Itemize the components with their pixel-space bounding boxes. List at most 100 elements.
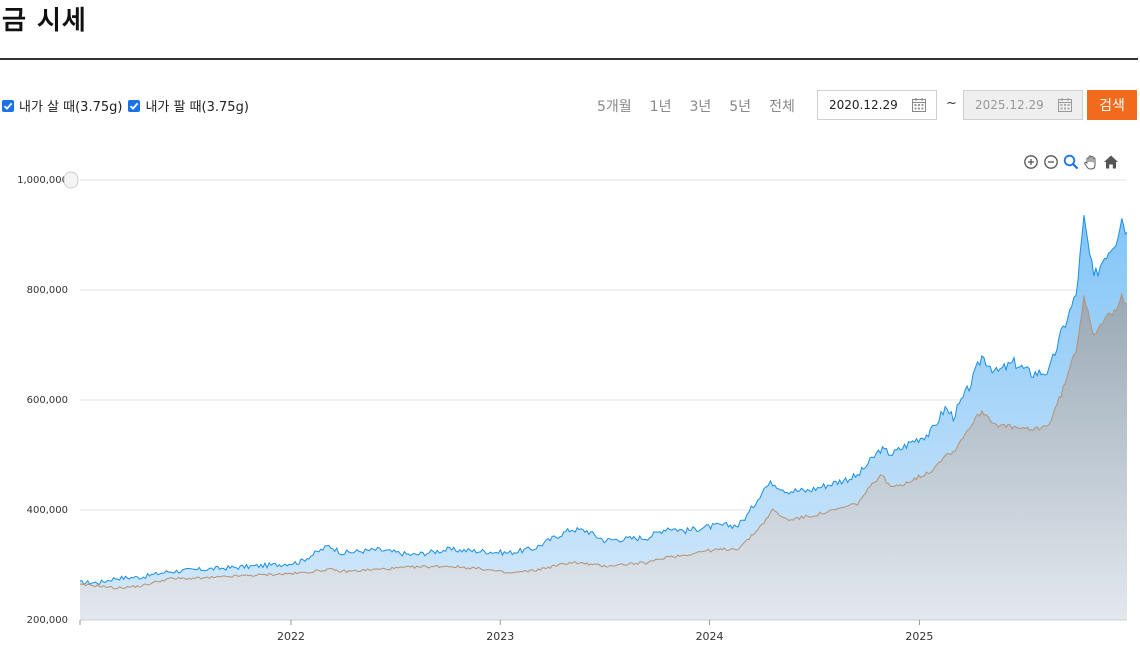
sell-data-point (763, 521, 766, 524)
buy-data-point (327, 544, 330, 547)
sell-data-point (995, 423, 998, 426)
y-tick-label: 600,000 (27, 395, 68, 406)
sell-price-line (79, 292, 1127, 590)
sell-data-point (585, 562, 588, 565)
buy-data-point (237, 566, 240, 569)
period-5-months[interactable]: 5개월 (597, 99, 632, 115)
buy-data-point (929, 432, 932, 435)
sell-data-point (1126, 302, 1129, 305)
y-tick-label: 800,000 (27, 285, 68, 296)
sell-data-point (856, 502, 859, 505)
buy-data-point (911, 440, 914, 443)
range-slider-handle[interactable] (63, 171, 79, 189)
sell-data-point (481, 567, 484, 570)
buy-data-point (684, 529, 687, 532)
period-3-years[interactable]: 3년 (689, 99, 712, 115)
buy-data-point (980, 355, 983, 358)
sell-data-point (1013, 426, 1016, 429)
buy-data-point (891, 452, 894, 455)
buy-data-point (737, 524, 740, 527)
sell-data-point (785, 518, 788, 521)
buy-data-point (806, 489, 809, 492)
chart-axes: 200,000 400,000 600,000 800,000 1,000,000 202… (17, 175, 1127, 643)
buy-data-point (1030, 372, 1033, 375)
sell-data-point (1103, 317, 1106, 320)
buy-data-point (553, 536, 556, 539)
calendar-icon[interactable] (1057, 97, 1073, 113)
x-tick-label: 2024 (696, 630, 724, 643)
sell-data-point (98, 584, 101, 587)
pan-hand-icon[interactable] (1083, 154, 1099, 170)
sell-data-point (376, 568, 379, 571)
buy-data-point (763, 487, 766, 490)
period-1-year[interactable]: 1년 (649, 99, 672, 115)
sell-data-point (298, 572, 301, 575)
series-toggle-group: 내가 살 때(3.75g) 내가 팔 때(3.75g) (2, 96, 255, 115)
buy-data-point (167, 570, 170, 573)
sell-data-point (944, 454, 947, 457)
buy-data-point (98, 581, 101, 584)
zoom-in-icon[interactable] (1023, 154, 1039, 170)
buy-data-point (603, 539, 606, 542)
sell-data-point (553, 565, 556, 568)
sell-data-point (911, 478, 914, 481)
buy-data-point (1013, 361, 1016, 364)
search-button[interactable]: 검색 (1087, 90, 1137, 120)
sell-data-point (1115, 311, 1118, 314)
y-tick-label: 400,000 (27, 505, 68, 516)
period-5-years[interactable]: 5년 (729, 99, 752, 115)
buy-data-point (202, 568, 205, 571)
x-tick-label: 2025 (905, 630, 933, 643)
buy-data-point (376, 548, 379, 551)
sell-data-point (1030, 429, 1033, 432)
x-tick-label: 2023 (486, 630, 514, 643)
buy-data-point (446, 548, 449, 551)
sell-toggle[interactable]: 내가 팔 때(3.75g) (128, 96, 249, 115)
buy-data-point (298, 561, 301, 564)
buy-data-point (1060, 333, 1063, 336)
buy-checkbox[interactable] (2, 99, 14, 112)
sell-data-point (771, 509, 774, 512)
reset-home-icon[interactable] (1103, 154, 1119, 170)
sell-data-point (1060, 393, 1063, 396)
buy-data-point (646, 536, 649, 539)
sell-data-point (952, 451, 955, 454)
title-divider (0, 58, 1138, 60)
buy-data-point (944, 407, 947, 410)
sell-data-point (666, 555, 669, 558)
buy-data-point (748, 511, 751, 514)
sell-data-point (929, 470, 932, 473)
checkmark-icon (130, 102, 139, 110)
buy-data-point (114, 577, 117, 580)
sell-data-point (737, 547, 740, 550)
buy-data-point (570, 528, 573, 531)
sell-price-area (80, 294, 1127, 620)
sell-checkbox[interactable] (128, 99, 141, 112)
chart-lines (79, 215, 1129, 590)
period-all[interactable]: 전체 (769, 99, 795, 115)
buy-data-point (952, 415, 955, 418)
sell-data-point (1120, 294, 1123, 297)
sell-toggle-label: 내가 팔 때(3.75g) (145, 100, 249, 115)
buy-data-point (1082, 218, 1085, 221)
page-title: 금 시세 (2, 6, 87, 36)
buy-data-point (666, 526, 669, 529)
end-date-field[interactable]: 2025.12.29 (963, 90, 1083, 120)
sell-data-point (701, 550, 704, 553)
sell-data-point (1048, 423, 1051, 426)
buy-data-point (481, 550, 484, 553)
zoom-select-icon[interactable] (1063, 154, 1079, 170)
sell-data-point (79, 583, 82, 586)
buy-toggle[interactable]: 내가 살 때(3.75g) (2, 96, 122, 115)
sell-data-point (719, 548, 722, 551)
zoom-out-icon[interactable] (1043, 154, 1059, 170)
sell-data-point (1082, 294, 1085, 297)
buy-data-point (719, 524, 722, 527)
buy-data-point (1115, 238, 1118, 241)
start-date-field[interactable]: 2020.12.29 (817, 90, 937, 120)
sell-data-point (830, 510, 833, 513)
calendar-icon[interactable] (911, 97, 927, 113)
buy-data-point (1103, 254, 1106, 257)
sell-data-point (628, 562, 631, 565)
sell-data-point (202, 577, 205, 580)
